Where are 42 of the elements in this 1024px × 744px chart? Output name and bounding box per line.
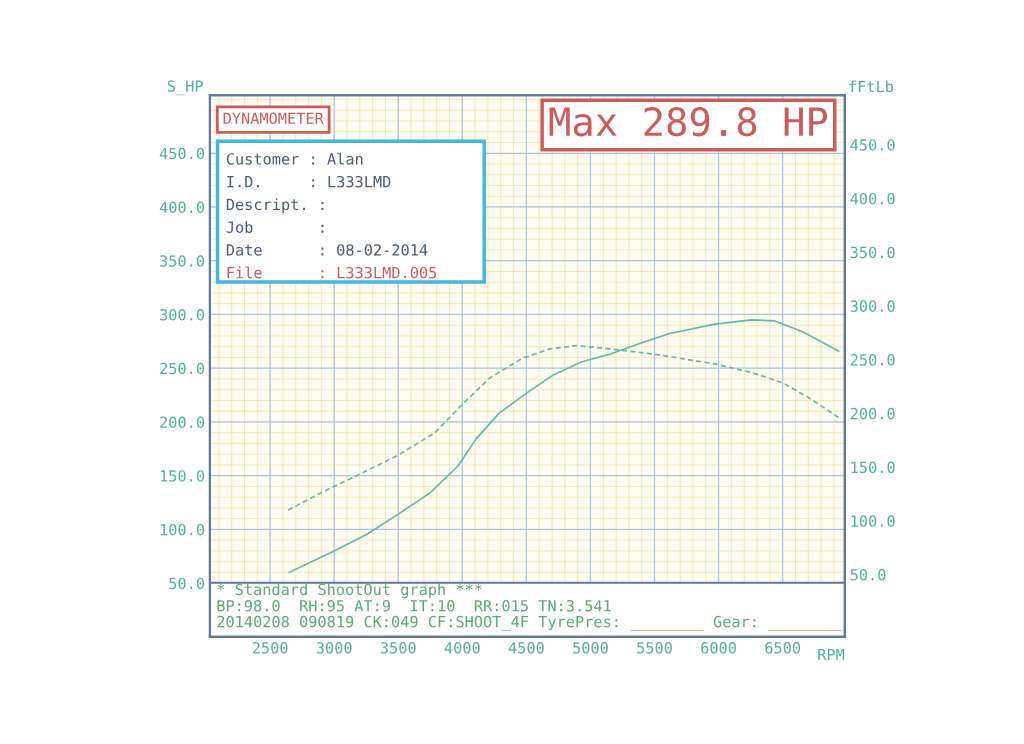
y-tick-label: 100.0 [160, 523, 205, 536]
y-tick-label: 200.0 [160, 416, 205, 428]
y-tick-label: 400.0 [159, 201, 205, 214]
annotation: 20140208 090819 CK:049 CF:SHOOT_4F TyrePres: ________ Gear: ________ [217, 615, 842, 631]
text: DYNAMOMETER [223, 112, 324, 125]
x-tick-label: 6500 [765, 642, 801, 654]
y-tick-label: 250.0 [160, 362, 205, 375]
y2-tick-label: 400.0 [850, 192, 895, 205]
y2-tick-label: 250.0 [850, 354, 895, 366]
y-axis-title: S_HP [167, 80, 203, 96]
x-tick-label: 3000 [316, 642, 352, 654]
x-tick-label: 3500 [380, 642, 416, 654]
y-tick-label: 150.0 [160, 470, 205, 482]
y2-tick-label: 200.0 [850, 407, 895, 420]
annotation: Job : [226, 221, 324, 233]
y2-axis-title: fFtLb [849, 80, 894, 93]
y-tick-label: 50.0 [169, 577, 205, 590]
y2-tick-label: 350.0 [850, 246, 895, 259]
annotation: Date : 08-02-2014 [226, 244, 428, 256]
x-tick-label: 2500 [252, 642, 288, 654]
x-tick-label: 5500 [637, 642, 672, 654]
line-series [288, 319, 840, 574]
y2-tick-label: 150.0 [851, 461, 895, 474]
y2-tick-label: 450.0 [850, 139, 895, 151]
annotation: BP:98.0 RH:95 AT:9 IT:10 RR:015 TN:3.541 [217, 599, 611, 612]
x-tick-label: 4000 [444, 642, 480, 654]
y-tick-label: 350.0 [160, 255, 205, 267]
annotation: File : L333LMD.005 [227, 266, 437, 279]
y2-tick-label: 50.0 [850, 569, 886, 581]
y-tick-label: 450.0 [159, 147, 205, 160]
x-tick-label: 6000 [701, 642, 736, 654]
annotation: I.D. : L333LMD [227, 175, 391, 188]
x-axis-title: RPM [818, 648, 845, 661]
x-tick-label: 5000 [573, 642, 608, 654]
y-tick-label: 300.0 [160, 308, 205, 321]
chart-title: Max 289.8 HP [549, 106, 828, 137]
y2-tick-label: 300.0 [850, 300, 895, 312]
x-tick-label: 4500 [508, 642, 544, 654]
annotation: Descript. : [226, 198, 324, 214]
y2-tick-label: 100.0 [851, 515, 895, 527]
annotation: Customer : Alan [226, 152, 363, 165]
annotation: * Standard ShootOut graph *** [217, 583, 482, 599]
